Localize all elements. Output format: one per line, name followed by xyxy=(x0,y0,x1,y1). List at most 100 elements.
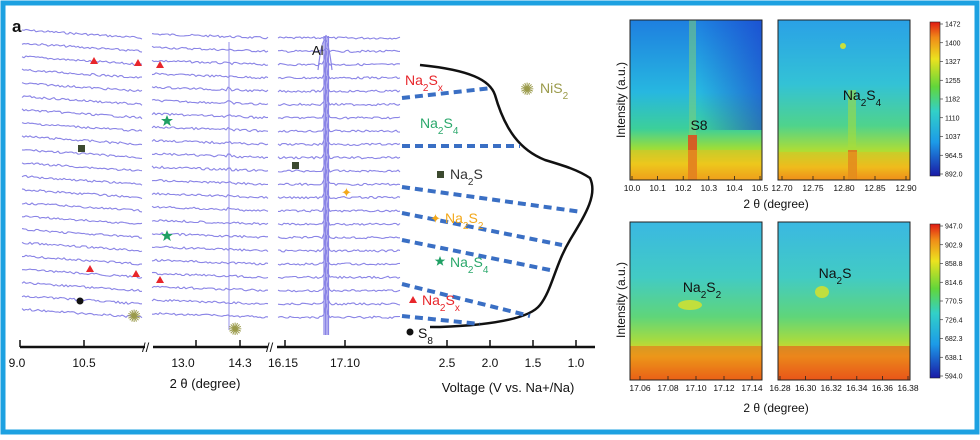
colorbar-tick-label: 594.0 xyxy=(945,374,963,381)
hexagon-marker: ✺ xyxy=(127,307,141,326)
xrd-trace-line xyxy=(21,55,143,66)
heatmap-na2s4: Na2S4 12.70 12.75 12.80 12.85 12.90 xyxy=(771,19,917,193)
voltage-tick: 2.0 xyxy=(482,356,499,370)
heatmap-annotation: Na2S xyxy=(819,265,852,287)
xrd-trace-line xyxy=(22,268,143,279)
heatmap-ticks: 12.70 12.75 12.80 12.85 12.90 xyxy=(771,176,917,193)
triangle-marker xyxy=(409,296,417,303)
colorbar-tick-label: 1472 xyxy=(945,22,961,29)
xrd-trace-line xyxy=(22,215,143,225)
colorbar-tick-label: 964.5 xyxy=(945,153,963,160)
xrd-trace-line xyxy=(277,130,401,147)
svg-text://: // xyxy=(266,340,274,355)
heatmap-tick-label: 12.80 xyxy=(833,183,855,193)
species-label-s8: S8 xyxy=(418,325,433,347)
xrd-trace-line xyxy=(151,85,269,93)
square-marker xyxy=(437,171,444,178)
heatmap-y-label: Intensity (a.u.) xyxy=(614,262,628,338)
heatmap-x-label: 2 θ (degree) xyxy=(743,197,808,211)
xrd-trace-line xyxy=(22,254,142,266)
colorbar-tick-label: 858.8 xyxy=(945,261,963,268)
heatmap-y-label: Intensity (a.u.) xyxy=(614,62,628,138)
xrd-trace-line xyxy=(277,262,401,280)
xrd-trace-line xyxy=(151,59,269,67)
xrd-trace-line xyxy=(21,281,143,292)
xrd-trace-line xyxy=(21,42,143,53)
xrd-trace-line xyxy=(151,138,269,146)
xrd-trace-line xyxy=(21,228,143,239)
xrd-trace-line xyxy=(277,116,401,133)
voltage-tick: 1.5 xyxy=(525,356,542,370)
colorbar-tick-label: 1327 xyxy=(945,59,961,66)
xrd-trace-line xyxy=(151,285,269,292)
xrd-trace-line xyxy=(277,155,401,173)
heatmap-tick-label: 16.28 xyxy=(769,383,791,393)
xrd-trace-line xyxy=(21,28,143,40)
heatmap-na2s2: Na2S2 Intensity (a.u.) 17.06 17.08 17.10 17… xyxy=(614,221,809,415)
heatmap-annotation: Na2S2 xyxy=(683,279,722,301)
xrd-trace-line xyxy=(151,165,269,172)
colorbar-tick-label: 1110 xyxy=(945,115,960,122)
square-marker xyxy=(292,162,299,169)
xrd-trace-line xyxy=(151,98,269,106)
heatmap-tick-label: 17.12 xyxy=(713,383,735,393)
colorbar-tick-label: 892.0 xyxy=(945,172,963,179)
heatmap-tick-label: 10.3 xyxy=(701,183,718,193)
triangle-marker xyxy=(86,265,94,272)
al-peak-line xyxy=(317,39,333,71)
xrd-trace-line xyxy=(21,241,143,253)
heatmap-tick-label: 10.2 xyxy=(675,183,692,193)
xrd-trace-line xyxy=(151,298,269,305)
xrd-trace-line xyxy=(21,122,143,132)
heatmap-tick-label: 17.10 xyxy=(685,383,707,393)
xrd-trace-line xyxy=(152,312,269,319)
species-label-na2s2: Na2S2 xyxy=(445,210,484,232)
heatmap-tick-label: 16.32 xyxy=(821,383,843,393)
colorbar-tick-label: 1400 xyxy=(945,40,961,47)
xrd-trace-line xyxy=(151,112,269,120)
xrd-trace-line xyxy=(151,72,269,80)
xrd-trace-line xyxy=(277,235,401,253)
heatmap-na2s: Na2S 16.28 16.30 16.32 16.34 16.36 16.38 xyxy=(769,221,919,393)
hexagon-marker: ✺ xyxy=(228,320,242,339)
circle-marker xyxy=(406,328,414,336)
xrd-trace-line xyxy=(21,188,143,200)
triangle-marker xyxy=(134,59,142,66)
xrd-trace-line xyxy=(21,95,143,106)
xrd-trace-line xyxy=(151,33,269,40)
xrd-markers: ✦ ✺ ✺ xyxy=(76,57,352,339)
colorbar-tick-label: 726.4 xyxy=(945,317,963,324)
panel-label: a xyxy=(12,17,22,36)
xrd-trace-line xyxy=(277,290,401,306)
heatmap-tick-label: 17.14 xyxy=(741,383,763,393)
xrd-trace-line xyxy=(21,308,143,319)
xrd-trace-line xyxy=(21,82,143,92)
x-tick-label: 17.10 xyxy=(330,356,360,370)
xrd-trace-line xyxy=(21,108,143,120)
colorbar-tick-label: 814.6 xyxy=(945,280,963,287)
xrd-trace-line xyxy=(151,45,269,53)
xrd-trace-line xyxy=(277,62,401,80)
star-marker xyxy=(161,230,173,241)
heatmap-x-label: 2 θ (degree) xyxy=(743,401,808,415)
xrd-trace-line xyxy=(277,34,401,40)
heatmap-tick-label: 10.0 xyxy=(624,183,641,193)
plus-marker: ✦ xyxy=(341,185,352,200)
plus-marker: ✦ xyxy=(430,211,441,226)
x-tick-label: 10.5 xyxy=(72,356,96,370)
heatmap-tick-label: 16.30 xyxy=(795,383,817,393)
heatmap-tick-label: 16.36 xyxy=(872,383,894,393)
xrd-trace-line xyxy=(278,47,401,53)
colorbar-tick-label: 1255 xyxy=(945,78,961,85)
xrd-trace-line xyxy=(21,162,143,172)
circle-marker xyxy=(76,297,84,305)
xrd-trace-line xyxy=(151,258,269,266)
colorbar-tick-label: 902.9 xyxy=(945,242,963,249)
heatmap-tick-label: 17.08 xyxy=(657,383,679,393)
xrd-trace-line xyxy=(21,174,143,186)
heatmap-tick-label: 10.4 xyxy=(726,183,743,193)
voltage-axis-title: Voltage (V vs. Na+/Na) xyxy=(442,380,575,395)
species-label-na2sx-top: Na2Sx xyxy=(405,72,443,94)
